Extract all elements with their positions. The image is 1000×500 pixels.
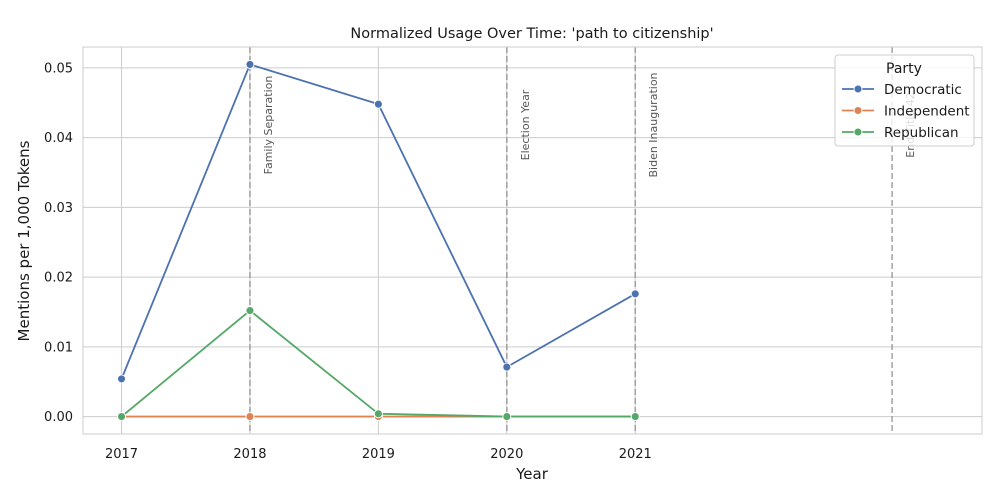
event-annotations: Family Separation Election Year Biden Inau…: [249, 47, 917, 434]
plot-area: [82, 46, 983, 435]
x-tick-label: 2021: [619, 447, 652, 462]
y-tick-label: 0.05: [44, 61, 73, 76]
data-point: [630, 289, 640, 299]
data-point: [630, 412, 640, 422]
legend-title: Party: [886, 61, 922, 77]
data-point: [502, 362, 512, 372]
y-tick-label: 0.03: [44, 201, 73, 216]
legend: Party Democratic Independent Republican: [834, 54, 975, 147]
legend-box: [834, 54, 975, 147]
data-point: [373, 409, 383, 419]
y-tick-label: 0.01: [44, 340, 73, 355]
x-tick-label: 2017: [105, 447, 138, 462]
legend-swatch-marker: [853, 84, 863, 94]
legend-label: Democratic: [884, 82, 962, 98]
y-tick-label: 0.00: [44, 410, 73, 425]
y-tick-labels: 0.00 0.01 0.02 0.03 0.04 0.05: [44, 61, 73, 425]
y-tick-label: 0.04: [44, 131, 73, 146]
x-tick-label: 2018: [233, 447, 266, 462]
data-point: [245, 306, 255, 316]
y-tick-label: 0.02: [44, 271, 73, 286]
x-axis-label: Year: [515, 465, 549, 483]
x-tick-labels: 2017 2018 2019 2020 2021: [105, 447, 652, 462]
series-democratic: [117, 59, 640, 384]
annotation-label: Election Year: [519, 89, 532, 160]
chart-title: Normalized Usage Over Time: 'path to cit…: [350, 26, 713, 42]
data-point: [502, 412, 512, 422]
data-point: [117, 412, 126, 422]
legend-label: Republican: [884, 125, 959, 141]
data-point: [245, 412, 255, 422]
y-axis-label: Mentions per 1,000 Tokens: [15, 140, 33, 341]
data-point: [245, 59, 255, 69]
data-point: [373, 99, 383, 109]
legend-label: Independent: [884, 104, 970, 120]
legend-swatch-marker: [853, 106, 863, 115]
series-lines: [117, 59, 640, 422]
data-point: [117, 374, 126, 384]
x-tick-label: 2020: [490, 447, 523, 462]
x-tick-label: 2019: [362, 447, 395, 462]
annotation-label: Family Separation: [262, 76, 275, 175]
annotation-label: Biden Inauguration: [647, 72, 660, 177]
legend-swatch-marker: [853, 127, 863, 137]
series-republican: [117, 306, 640, 422]
